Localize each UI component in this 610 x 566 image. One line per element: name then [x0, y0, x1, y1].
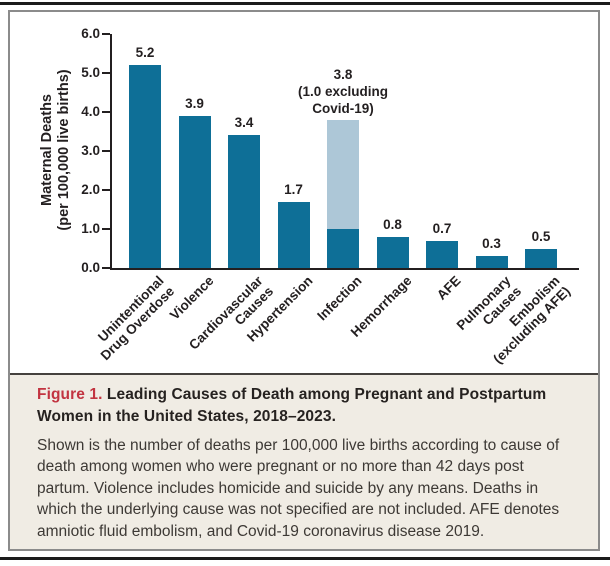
- bar-value-label: 0.3: [482, 236, 501, 252]
- bar: [525, 248, 557, 268]
- bar: [277, 201, 310, 268]
- page-top-rule: [0, 2, 610, 5]
- bar: [376, 236, 409, 268]
- y-axis-title-line1: Maternal Deaths: [39, 94, 55, 207]
- bar: [475, 256, 508, 268]
- y-tick-label: 5.0: [81, 65, 100, 80]
- y-tick-mark: [102, 267, 110, 269]
- y-tick-label: 3.0: [81, 143, 100, 158]
- page-bottom-rule: [0, 557, 610, 560]
- bar-value-label: 0.5: [531, 228, 551, 244]
- stacked-bar-annotation: 3.8 (1.0 excluding Covid-19): [268, 66, 418, 117]
- y-tick-label: 4.0: [81, 104, 100, 119]
- bar-value-label: 0.7: [432, 220, 452, 236]
- figure-number-label: Figure 1.: [37, 386, 103, 403]
- bar-chart: Maternal Deaths (per 100,000 live births…: [10, 12, 598, 373]
- bar: [178, 115, 211, 268]
- figure-box: Maternal Deaths (per 100,000 live births…: [8, 10, 600, 551]
- y-tick-label: 1.0: [81, 221, 100, 236]
- bar-value-label: 3.9: [185, 95, 204, 111]
- bar: [129, 65, 161, 268]
- y-tick-mark: [102, 228, 110, 230]
- bar-value-label: 3.4: [234, 115, 254, 131]
- y-tick-label: 6.0: [81, 26, 100, 41]
- caption-body: Shown is the number of deaths per 100,00…: [37, 437, 560, 540]
- y-tick-label: 2.0: [81, 182, 100, 197]
- y-axis-line: [110, 34, 112, 270]
- bar-value-label: 5.2: [135, 45, 155, 61]
- y-tick-mark: [102, 111, 110, 113]
- y-tick-mark: [102, 72, 110, 74]
- bar-value-label: 1.7: [284, 181, 303, 197]
- bar: [228, 135, 260, 268]
- bar-infection-non-covid: [327, 229, 359, 268]
- y-tick-mark: [102, 33, 110, 35]
- caption-panel: Figure 1. Leading Causes of Death among …: [10, 373, 598, 549]
- y-tick-label: 0.0: [81, 260, 100, 275]
- caption-title: Figure 1. Leading Causes of Death among …: [37, 384, 572, 428]
- stacked-bar-annotation-line: Covid-19): [312, 100, 374, 116]
- stacked-bar-annotation-line: (1.0 excluding: [297, 83, 389, 99]
- y-tick-mark: [102, 189, 110, 191]
- bar-infection-covid-segment: [327, 119, 359, 229]
- bar-value-label: 0.8: [383, 216, 402, 232]
- y-tick-mark: [102, 150, 110, 152]
- bar: [426, 240, 458, 268]
- caption-title-text: Leading Causes of Death among Pregnant a…: [37, 386, 547, 425]
- x-axis-line: [110, 268, 579, 270]
- stacked-bar-annotation-line: 3.8: [333, 66, 353, 82]
